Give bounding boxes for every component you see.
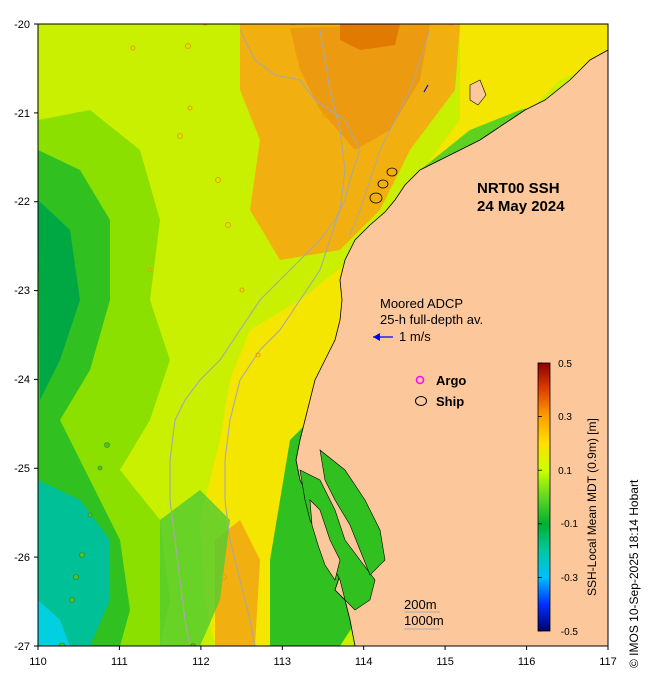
argo-float bbox=[202, 24, 208, 26]
ssh-yellow-band bbox=[150, 24, 608, 646]
ship-legend-icon bbox=[415, 396, 427, 406]
contour-200m-label: 200m bbox=[404, 597, 437, 612]
x-tick-label: 115 bbox=[436, 656, 454, 668]
colorbar-labels: 0.5 0.3 0.1 -0.1 -0.3 -0.5 bbox=[558, 359, 578, 638]
adcp-sublabel: 25-h full-depth av. bbox=[380, 312, 483, 327]
colorbar bbox=[537, 362, 551, 632]
argo-legend-icon bbox=[415, 375, 425, 385]
y-tick-label: -24 bbox=[14, 374, 30, 386]
colorbar-tick-label: -0.1 bbox=[561, 519, 579, 530]
ssh-teal bbox=[38, 480, 110, 646]
x-axis-labels: 110 111 112 113 114 115 116 117 bbox=[29, 656, 617, 668]
argo-float bbox=[73, 574, 79, 580]
colorbar-tick-label: -0.3 bbox=[561, 573, 579, 584]
argo-float bbox=[147, 267, 153, 273]
argo-legend-label: Argo bbox=[436, 373, 466, 388]
island-small-3 bbox=[369, 192, 383, 204]
ship-legend-label: Ship bbox=[436, 394, 464, 409]
argo-float bbox=[225, 222, 231, 228]
y-tick-label: -26 bbox=[14, 552, 30, 564]
x-tick-label: 114 bbox=[355, 656, 373, 668]
adcp-scale-label: 1 m/s bbox=[399, 329, 431, 344]
argo-float bbox=[190, 643, 196, 646]
ssh-green-mid bbox=[160, 490, 230, 646]
argo-floats bbox=[130, 24, 454, 580]
x-axis-ticks bbox=[37, 646, 609, 650]
argo-float bbox=[185, 43, 191, 49]
argo-float bbox=[448, 24, 454, 26]
ssh-orange-core bbox=[290, 24, 430, 150]
argo-float bbox=[177, 133, 183, 139]
adcp-scale-arrow bbox=[373, 333, 393, 341]
peron-peninsula bbox=[309, 499, 341, 581]
colorbar-tick-label: 0.1 bbox=[558, 466, 572, 477]
map-date: 24 May 2024 bbox=[477, 198, 565, 215]
colorbar-ticks bbox=[538, 362, 542, 632]
argo-float bbox=[255, 352, 261, 358]
x-tick-label: 110 bbox=[29, 656, 47, 668]
ssh-green-dark bbox=[38, 200, 80, 400]
map-area bbox=[38, 24, 608, 646]
argo-float bbox=[322, 112, 328, 118]
ssh-orange-peak bbox=[340, 24, 400, 50]
island-small-1 bbox=[386, 167, 398, 177]
credit-text: © IMOS 10-Sep-2025 18:14 Hobart bbox=[627, 479, 641, 668]
argo-float bbox=[187, 105, 193, 111]
argo-float bbox=[69, 597, 75, 603]
argo-float bbox=[290, 24, 296, 26]
x-tick-label: 117 bbox=[599, 656, 617, 668]
barrow-island bbox=[469, 79, 487, 106]
y-tick-label: -22 bbox=[14, 196, 30, 208]
colorbar-tick-label: 0.5 bbox=[558, 359, 572, 370]
y-tick-label: -27 bbox=[14, 641, 30, 653]
argo-float bbox=[104, 442, 110, 448]
y-tick-label: -25 bbox=[14, 463, 30, 475]
x-tick-label: 113 bbox=[274, 656, 292, 668]
x-tick-label: 111 bbox=[111, 656, 128, 668]
argo-float bbox=[239, 287, 245, 293]
colorbar-title: SSH-Local Mean MDT (0.9m) [m] bbox=[585, 418, 599, 596]
argo-floats-green bbox=[58, 442, 196, 646]
adcp-label: Moored ADCP bbox=[380, 296, 463, 311]
colorbar-tick-label: 0.3 bbox=[558, 412, 572, 423]
x-tick-label: 116 bbox=[518, 656, 536, 668]
y-tick-label: -20 bbox=[14, 19, 30, 31]
y-axis-labels: -20 -21 -22 -23 -24 -25 -26 -27 bbox=[14, 19, 30, 653]
island-small-2 bbox=[377, 179, 389, 189]
argo-float bbox=[221, 574, 227, 580]
y-tick-label: -23 bbox=[14, 285, 30, 297]
argo-float bbox=[58, 642, 66, 646]
y-axis-ticks bbox=[34, 23, 38, 647]
x-tick-label: 112 bbox=[192, 656, 210, 668]
isobath-coastal bbox=[349, 29, 431, 236]
contour-1000m-label: 1000m bbox=[404, 613, 444, 628]
colorbar-tick-label: -0.5 bbox=[561, 627, 579, 638]
argo-float bbox=[79, 552, 85, 558]
argo-float bbox=[215, 177, 221, 183]
ssh-cyan bbox=[38, 600, 70, 646]
shark-bay-water-2 bbox=[319, 449, 386, 576]
argo-float bbox=[97, 465, 103, 471]
isobath-200m bbox=[169, 29, 361, 646]
map-title: NRT00 SSH bbox=[477, 180, 560, 197]
y-tick-label: -21 bbox=[14, 108, 30, 120]
adcp-arrow-north bbox=[423, 84, 429, 93]
argo-float bbox=[87, 512, 93, 518]
map-frame bbox=[37, 23, 609, 647]
argo-float bbox=[130, 45, 136, 51]
isobath-1000m bbox=[224, 29, 346, 646]
